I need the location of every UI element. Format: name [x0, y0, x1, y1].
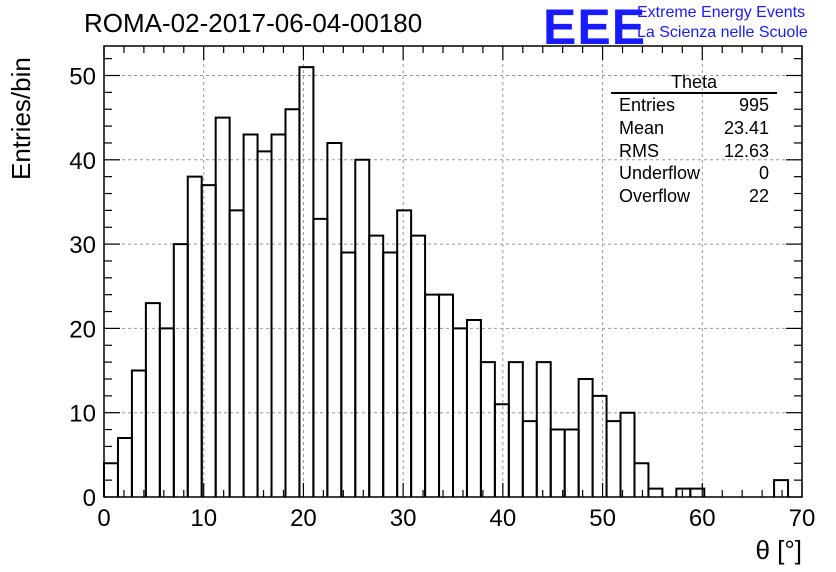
- x-tick-label: 20: [290, 505, 317, 532]
- y-tick-label: 30: [69, 232, 96, 259]
- histogram-bin: [493, 403, 510, 497]
- logo-caption-line1: Extreme Energy Events: [637, 4, 806, 21]
- stats-box: Theta Entries 995 Mean 23.41 RMS 12.63 U…: [611, 72, 777, 208]
- histogram-bin: [563, 428, 580, 497]
- stats-row-overflow: Overflow 22: [611, 185, 777, 208]
- y-tick-label: 10: [69, 401, 96, 428]
- histogram-bin: [144, 302, 161, 497]
- x-tick-label: 40: [490, 505, 517, 532]
- histogram-bin: [521, 420, 538, 497]
- x-tick-label: 0: [97, 505, 110, 532]
- x-tick-label: 50: [589, 505, 616, 532]
- y-axis-label: Entries/bin: [6, 57, 36, 180]
- histogram-bin: [549, 428, 566, 497]
- histogram-bin: [298, 66, 315, 497]
- histogram-bin: [605, 420, 622, 497]
- y-tick-label: 20: [69, 316, 96, 343]
- y-tick-label: 40: [69, 148, 96, 175]
- histogram-bin: [396, 209, 413, 497]
- stats-label: RMS: [619, 140, 659, 161]
- stats-label: Mean: [619, 117, 665, 138]
- x-tick-label: 30: [390, 505, 417, 532]
- histogram-bin: [256, 150, 273, 497]
- histogram-bin: [312, 217, 329, 497]
- histogram-bin: [675, 487, 692, 497]
- stats-label: Underflow: [619, 163, 701, 184]
- histogram-bin: [228, 209, 245, 497]
- histogram-bin: [591, 394, 608, 497]
- histogram-bin: [340, 251, 357, 497]
- histogram-bin: [479, 361, 496, 497]
- stats-value: 0: [758, 163, 769, 184]
- histogram-bin: [619, 411, 636, 497]
- histogram-bin: [284, 108, 301, 497]
- histogram-bin: [424, 293, 441, 497]
- stats-value: 12.63: [723, 140, 769, 161]
- histogram-bin: [382, 251, 399, 497]
- histogram-bin: [172, 243, 189, 497]
- histogram-bin: [507, 361, 524, 497]
- x-tick-label: 60: [689, 505, 716, 532]
- plot-frame: [103, 45, 803, 498]
- logo-caption: Extreme Energy Events La Scienza nelle S…: [637, 3, 808, 43]
- histogram-bin: [773, 479, 790, 497]
- stats-row-mean: Mean 23.41: [611, 117, 777, 140]
- stats-value: 995: [738, 95, 769, 115]
- x-tick-label: 70: [789, 505, 816, 532]
- stats-row-rms: RMS 12.63: [611, 140, 777, 163]
- x-axis-label: θ [°]: [755, 535, 802, 565]
- histogram-bin: [410, 234, 427, 497]
- histogram-bin: [242, 133, 259, 497]
- stats-title: Theta: [611, 72, 777, 94]
- histogram-bin: [689, 487, 706, 497]
- histogram-bin: [214, 116, 231, 497]
- histogram-bin: [465, 318, 482, 497]
- chart-title: ROMA-02-2017-06-04-00180: [84, 8, 423, 38]
- histogram-bin: [130, 369, 147, 497]
- y-tick-label: 0: [83, 485, 96, 512]
- histogram-bin: [438, 293, 454, 497]
- stats-row-underflow: Underflow 0: [611, 162, 777, 185]
- stats-value: 22: [748, 186, 769, 207]
- stats-row-entries: Entries 995: [611, 94, 777, 117]
- histogram-bin: [368, 234, 385, 497]
- histogram-bin: [535, 361, 552, 497]
- x-tick-label: 10: [190, 505, 217, 532]
- histogram-bin: [633, 462, 650, 497]
- logo-caption-line2: La Scienza nelle Scuole: [637, 24, 808, 41]
- histogram-bin: [326, 141, 343, 497]
- histogram-bin: [647, 487, 664, 497]
- histogram-bin: [186, 175, 203, 497]
- y-tick-label: 50: [69, 64, 96, 91]
- stats-label: Overflow: [619, 186, 691, 207]
- histogram-bin: [577, 377, 594, 497]
- histogram-bin: [270, 133, 287, 497]
- stats-label: Entries: [619, 95, 676, 115]
- histogram-bin: [116, 436, 133, 497]
- stats-value: 23.41: [723, 117, 769, 138]
